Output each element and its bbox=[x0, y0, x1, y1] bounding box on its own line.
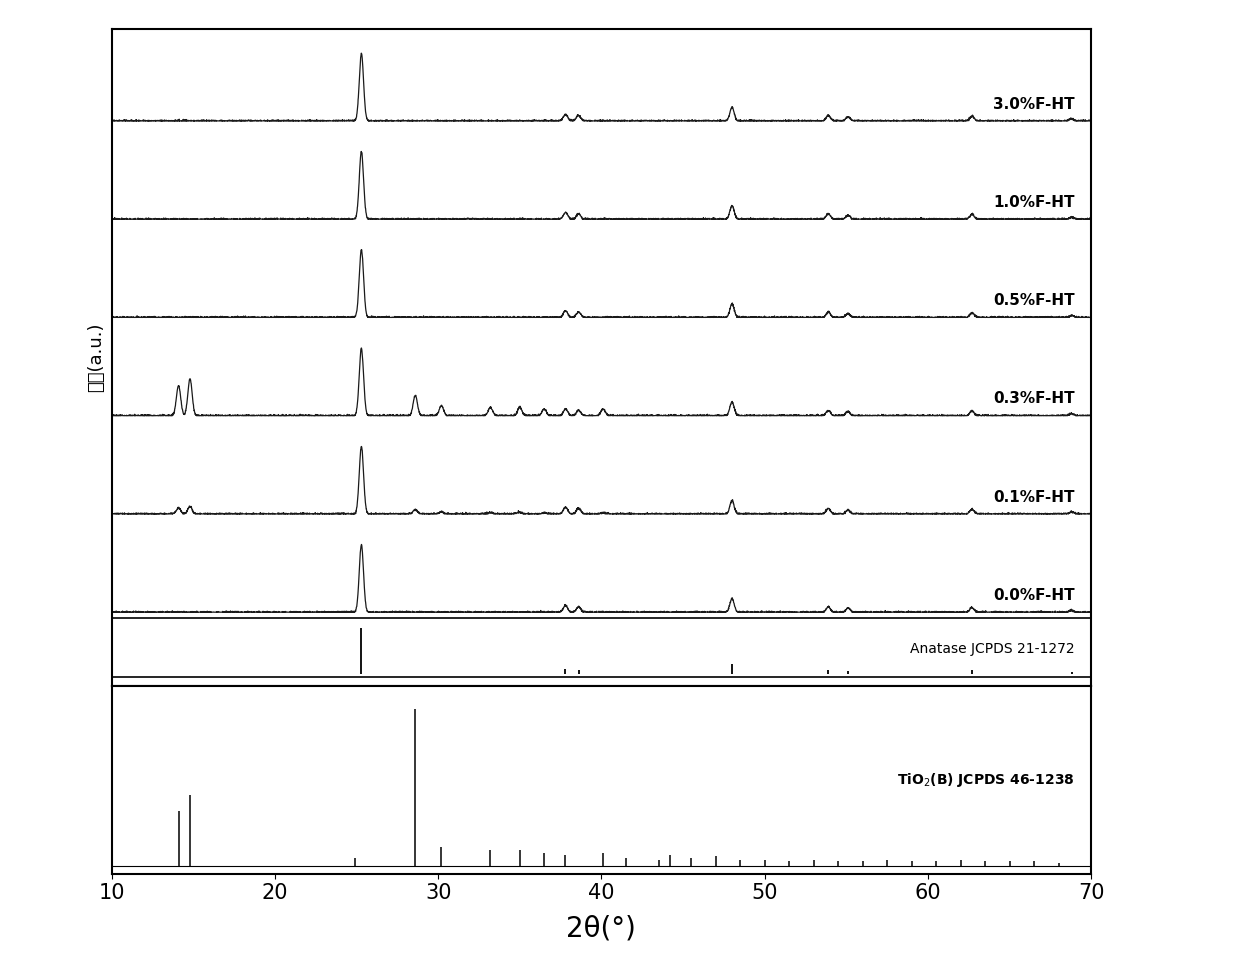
Text: 0.0%F-HT: 0.0%F-HT bbox=[993, 588, 1075, 603]
Text: Anatase JCPDS 21-1272: Anatase JCPDS 21-1272 bbox=[910, 642, 1075, 656]
Text: TiO$_2$(B) JCPDS 46-1238: TiO$_2$(B) JCPDS 46-1238 bbox=[898, 771, 1075, 789]
X-axis label: 2θ(°): 2θ(°) bbox=[567, 915, 636, 943]
Text: 1.0%F-HT: 1.0%F-HT bbox=[993, 195, 1075, 210]
Text: 0.3%F-HT: 0.3%F-HT bbox=[993, 392, 1075, 406]
Text: 3.0%F-HT: 3.0%F-HT bbox=[993, 97, 1075, 111]
Text: 0.1%F-HT: 0.1%F-HT bbox=[993, 490, 1075, 505]
Text: 0.5%F-HT: 0.5%F-HT bbox=[993, 293, 1075, 308]
Y-axis label: 强度(a.u.): 强度(a.u.) bbox=[87, 323, 104, 392]
